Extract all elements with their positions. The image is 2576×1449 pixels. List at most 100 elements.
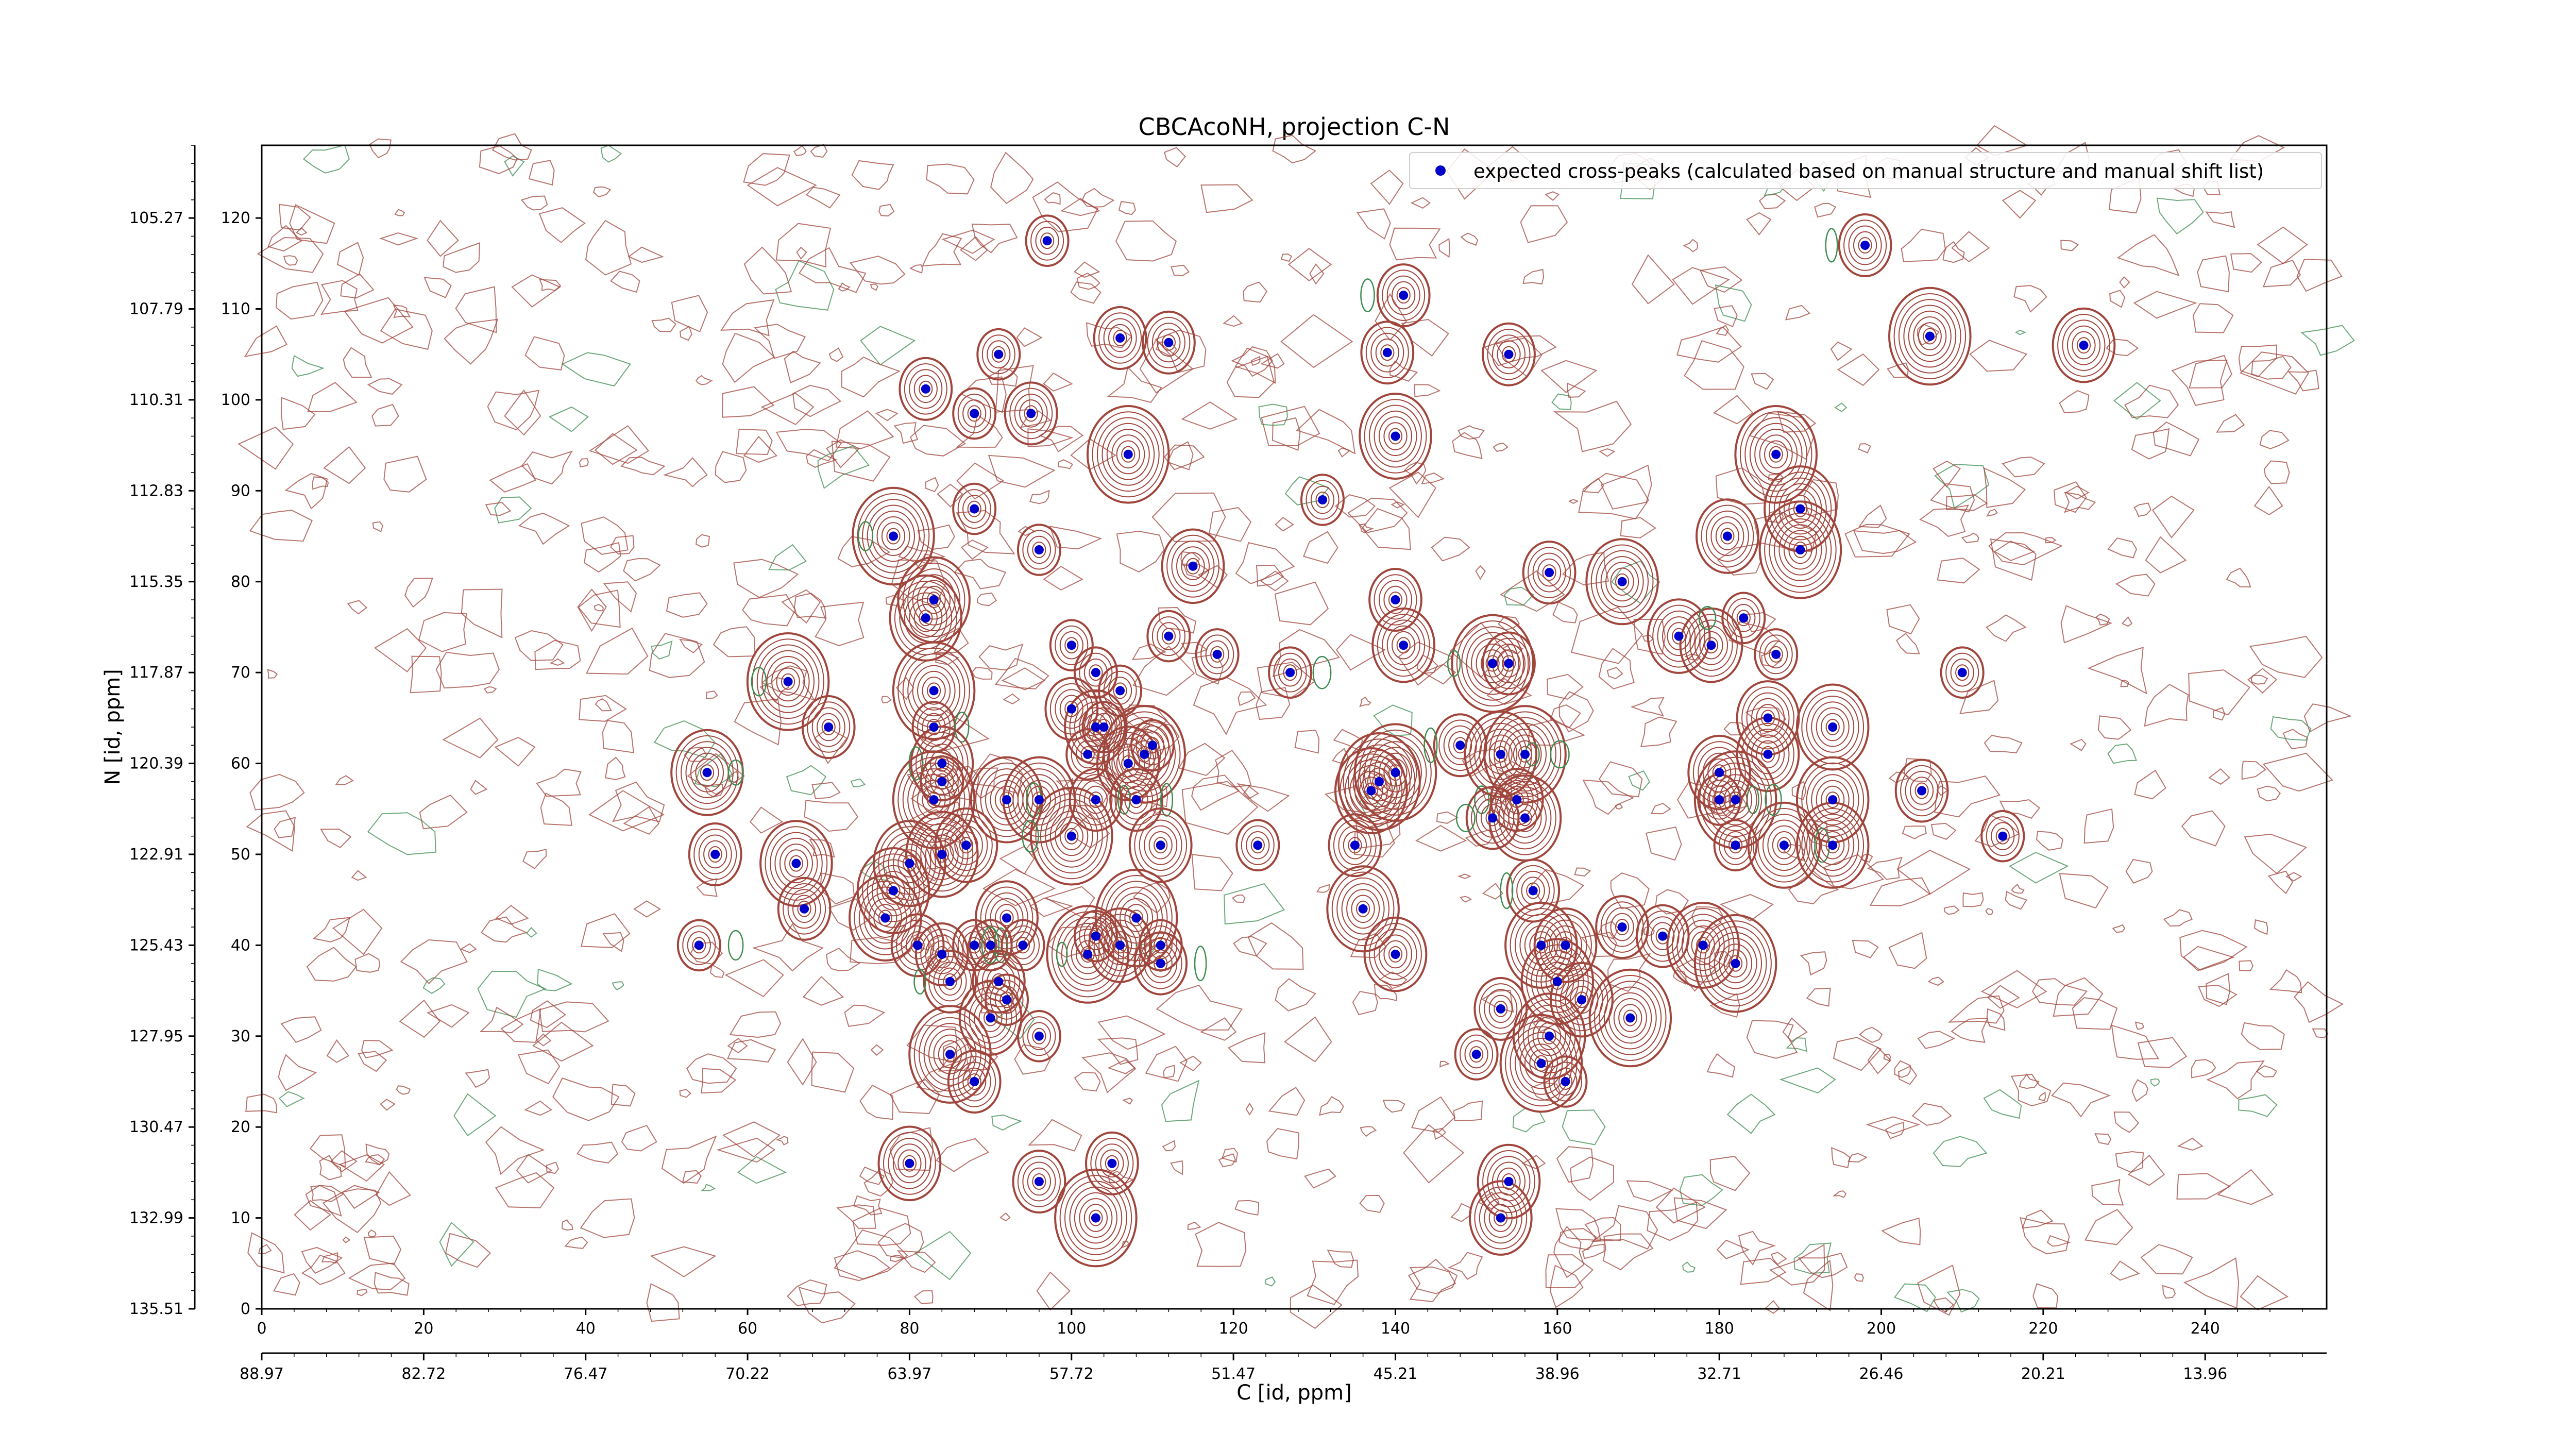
y-ppm-tick-label: 117.87 <box>129 664 183 682</box>
noise-contour <box>1844 524 1910 558</box>
noise-contour <box>1234 1200 1259 1216</box>
peak-contour <box>1477 1143 1541 1220</box>
noise-contour <box>604 756 626 781</box>
noise-contour <box>1961 532 1979 543</box>
noise-contour <box>994 1000 1035 1039</box>
noise-contour <box>2238 344 2278 378</box>
peak-contour-level <box>1513 740 1537 769</box>
noise-contour <box>1388 471 1436 518</box>
peak-contour-level <box>1089 664 1103 681</box>
noise-contour <box>294 1200 331 1231</box>
y-index-tick-label: 20 <box>231 1118 250 1136</box>
peak-contour-level <box>1374 929 1417 980</box>
peak-contour-level <box>1801 689 1865 765</box>
noise-contour <box>990 151 1034 204</box>
peak-contour-level <box>909 598 943 638</box>
noise-contour <box>1458 425 1485 440</box>
noise-contour <box>2171 359 2228 406</box>
peak-contour-level <box>1681 919 1725 971</box>
peak-contour <box>1146 610 1191 663</box>
peak-contour-level <box>1888 287 1972 386</box>
noise-contour <box>978 643 1024 671</box>
x-index-tick-label: 240 <box>2191 1320 2220 1338</box>
noise-contour <box>2131 428 2170 460</box>
noise-contour <box>1316 884 1330 893</box>
noise-contour <box>2240 1275 2289 1311</box>
peak-contour-level <box>1913 316 1947 356</box>
peak-marker <box>1212 649 1222 659</box>
peak-contour-level <box>789 855 804 872</box>
noise-contour <box>307 382 358 413</box>
peak-contour-level <box>1825 791 1840 808</box>
peak-contour-level <box>957 393 991 433</box>
noise-contour <box>713 626 756 658</box>
peak-contour-level <box>1117 722 1171 786</box>
peak-marker <box>1504 659 1514 668</box>
noise-contour <box>374 628 427 672</box>
noise-contour <box>379 232 419 246</box>
peak-marker <box>937 850 947 859</box>
peak-contour-level <box>1035 226 1059 255</box>
peak-contour-level <box>1370 332 1404 373</box>
peak-marker <box>1496 1213 1505 1223</box>
noise-contour <box>1706 1053 1736 1078</box>
noise-contour <box>679 1089 692 1098</box>
peak-contour-level <box>1754 429 1798 480</box>
peak-contour-level <box>1017 1156 1061 1207</box>
noise-contour <box>1599 761 1643 798</box>
peak-contour-level <box>999 909 1014 926</box>
peak-contour-level <box>867 504 920 568</box>
noise-contour <box>1837 353 1880 386</box>
plot-background <box>262 145 2327 1309</box>
peak-contour-level <box>892 844 926 884</box>
noise-contour <box>2133 291 2197 319</box>
noise-contour <box>485 1126 545 1175</box>
noise-contour <box>2131 1079 2148 1102</box>
noise-contour <box>1655 889 1689 915</box>
noise-contour <box>1260 353 1285 369</box>
peak-contour-level <box>1537 1022 1562 1051</box>
peak-contour-level <box>1741 722 1794 786</box>
noise-contour <box>749 806 784 834</box>
peak-contour-level <box>1646 916 1680 956</box>
negative-contour <box>1022 820 1039 853</box>
peak-contour-level <box>1594 975 1667 1061</box>
peak-contour-level <box>913 604 938 632</box>
noise-contour <box>1370 170 1404 205</box>
peak-contour-level <box>1376 263 1431 328</box>
peak-contour-level <box>902 1155 917 1172</box>
peak-contour-level <box>1064 637 1079 654</box>
noise-contour <box>1986 614 2027 642</box>
peak-contour-level <box>1374 574 1417 626</box>
peak-contour-level <box>1059 1175 1132 1261</box>
noise-contour <box>628 246 664 263</box>
peak-contour-level <box>1821 713 1845 742</box>
peak-contour-level <box>1469 1046 1484 1063</box>
peak-contour-level <box>1278 658 1302 687</box>
noise-contour <box>859 1166 885 1185</box>
noise-contour <box>1556 1146 1594 1183</box>
noise-contour <box>1894 1060 1911 1078</box>
peak-contour <box>1500 858 1561 923</box>
peak-contour <box>1109 768 1174 832</box>
noise-contour <box>1574 867 1591 877</box>
noise-contour <box>2251 356 2292 380</box>
peak-marker <box>1156 958 1165 968</box>
peak-contour-level <box>1759 434 1793 475</box>
noise-contour <box>2262 752 2333 792</box>
peak-contour-level <box>1054 1168 1138 1268</box>
peak-marker <box>1504 349 1514 359</box>
noise-contour <box>586 627 649 675</box>
peak-contour-level <box>1950 658 1974 687</box>
peak-marker <box>1382 348 1392 358</box>
noise-contour <box>2072 997 2118 1030</box>
peak-contour <box>877 1125 942 1202</box>
peak-contour-level <box>1816 707 1850 747</box>
peak-contour-level <box>1443 725 1477 765</box>
noise-contour <box>1081 1052 1137 1093</box>
legend-box <box>1409 152 2322 189</box>
noise-contour <box>1927 976 1944 986</box>
peak-contour-level <box>1146 610 1191 663</box>
noise-contour <box>2063 492 2096 513</box>
